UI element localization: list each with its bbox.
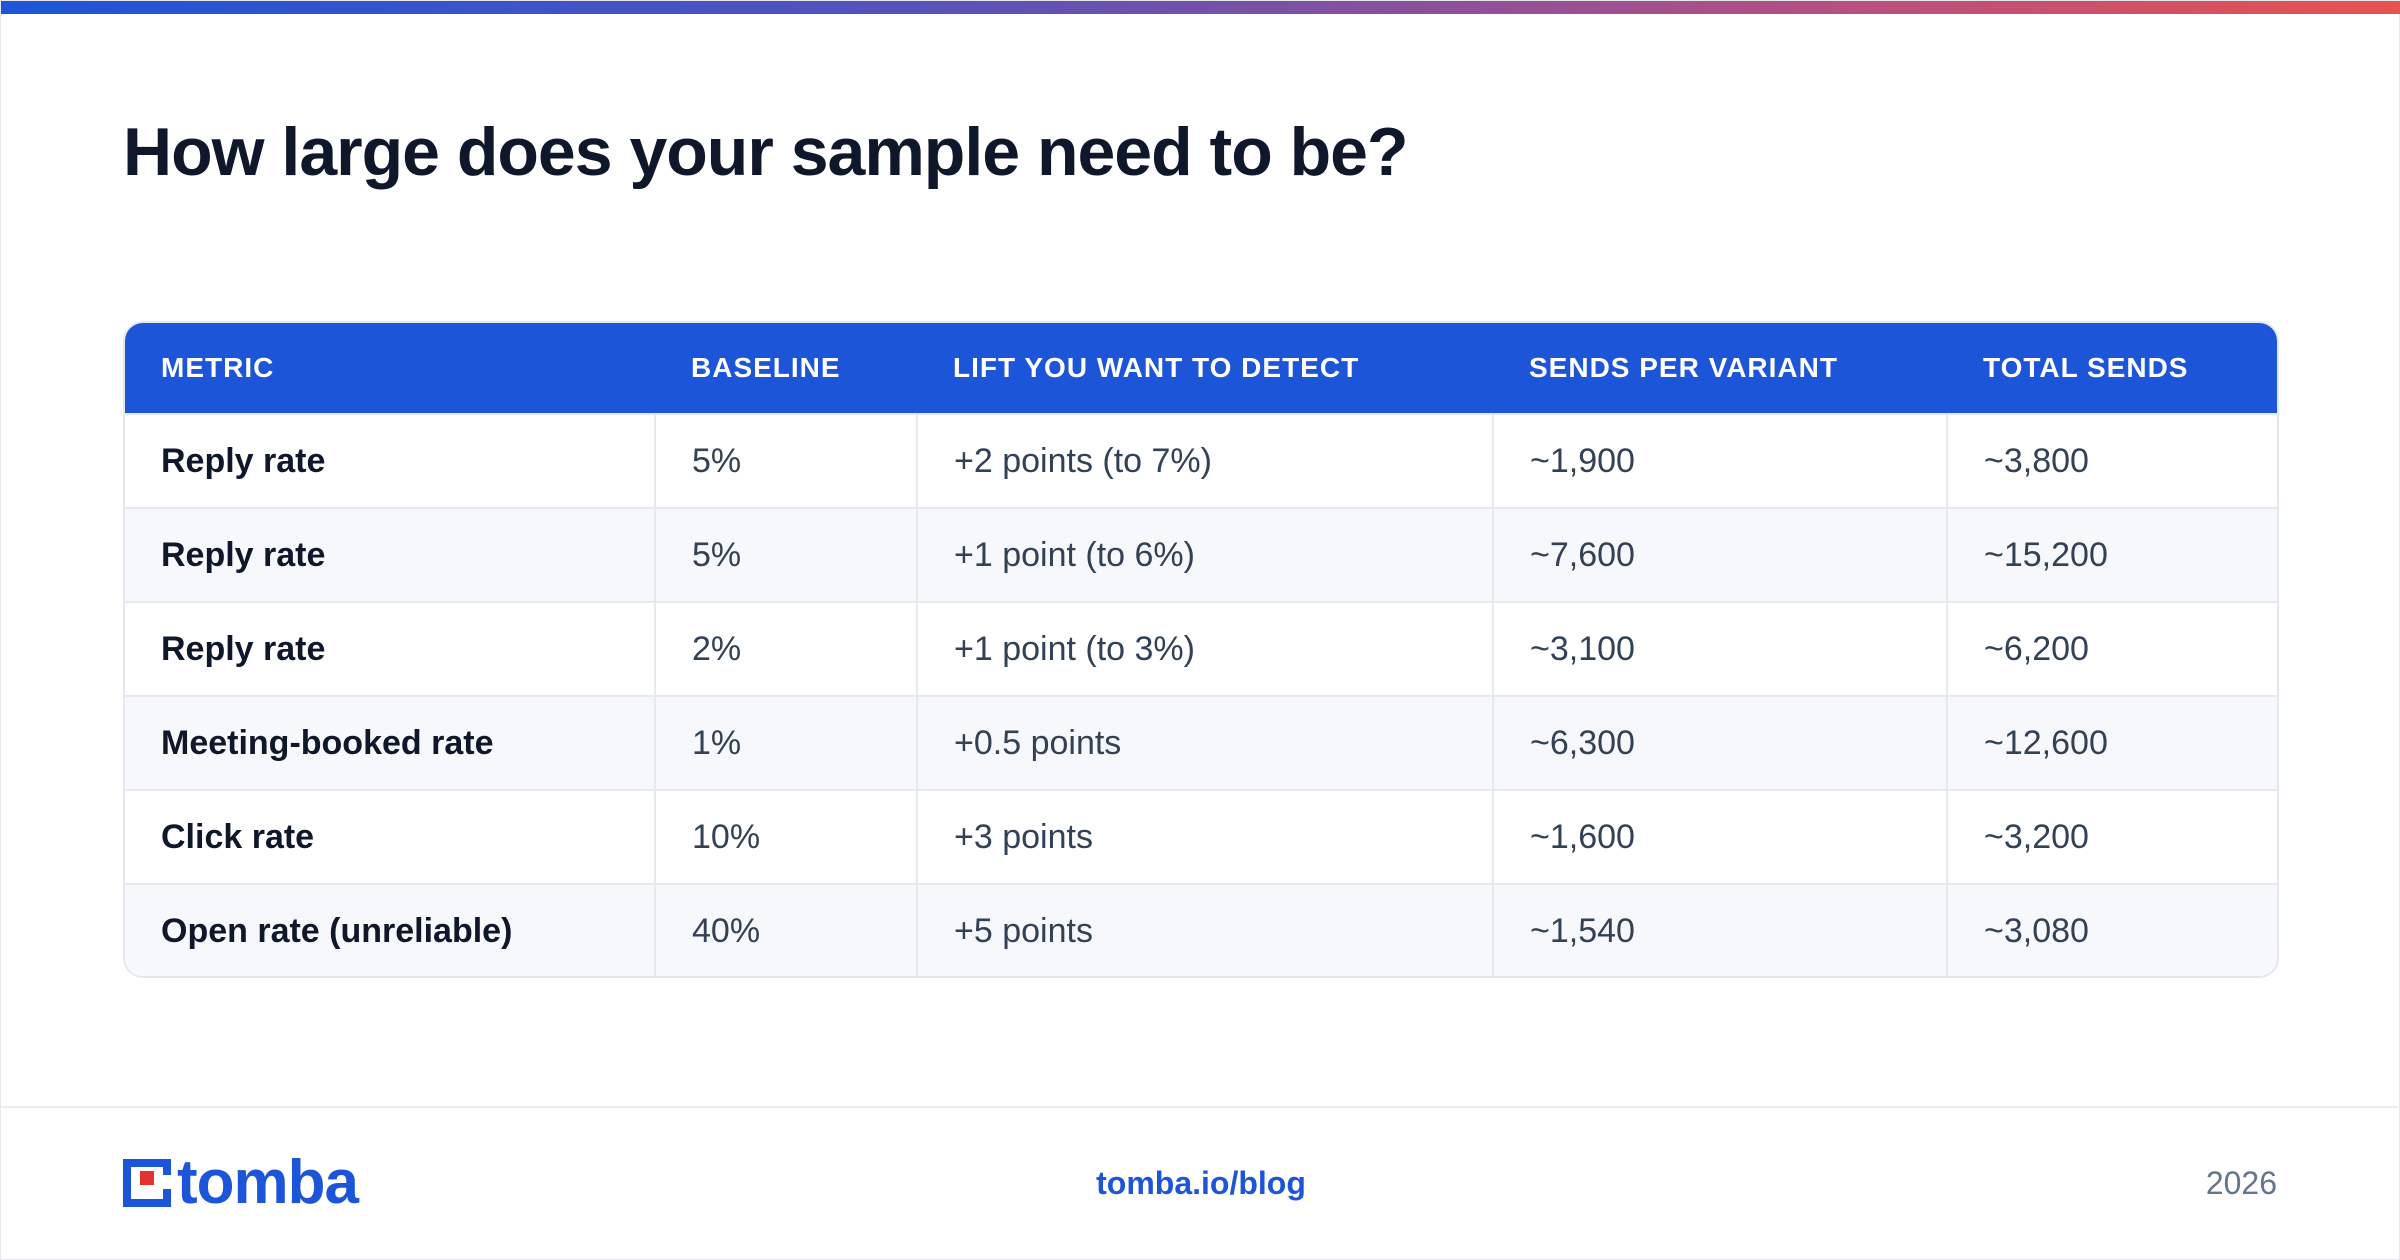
- header-metric: METRIC: [161, 352, 275, 383]
- page-title: How large does your sample need to be?: [123, 114, 1409, 190]
- cell-lift: +2 points (to 7%): [916, 413, 1493, 508]
- header-sends-per-variant: SENDS PER VARIANT: [1529, 352, 1838, 383]
- table-row: Click rate 10% +3 points ~1,600 ~3,200: [125, 789, 2277, 884]
- table-row: Reply rate 5% +1 point (to 6%) ~7,600 ~1…: [125, 507, 2277, 602]
- cell-lift: +1 point (to 3%): [916, 601, 1493, 696]
- top-gradient-bar: [1, 1, 2400, 14]
- sample-size-table-container: METRIC BASELINE LIFT YOU WANT TO DETECT …: [123, 321, 2279, 978]
- cell-sends-per-variant: ~3,100: [1492, 601, 1947, 696]
- tomba-logo-mark-icon: [123, 1159, 173, 1207]
- cell-sends-per-variant: ~1,900: [1492, 413, 1947, 508]
- blog-link[interactable]: tomba.io/blog: [1096, 1165, 1306, 1201]
- cell-lift: +5 points: [916, 883, 1493, 976]
- tomba-logo: tomba: [123, 1148, 359, 1217]
- cell-sends-per-variant: ~1,540: [1492, 883, 1947, 976]
- footer-year: 2026: [2205, 1165, 2277, 1201]
- cell-baseline: 1%: [654, 695, 917, 790]
- cell-metric: Reply rate: [125, 413, 655, 508]
- table-row: Reply rate 5% +2 points (to 7%) ~1,900 ~…: [125, 413, 2277, 508]
- cell-baseline: 40%: [654, 883, 917, 976]
- cell-total-sends: ~12,600: [1946, 695, 2277, 790]
- cell-metric: Open rate (unreliable): [125, 883, 655, 976]
- table-row: Reply rate 2% +1 point (to 3%) ~3,100 ~6…: [125, 601, 2277, 696]
- cell-total-sends: ~3,080: [1946, 883, 2277, 976]
- table-row: Meeting-booked rate 1% +0.5 points ~6,30…: [125, 695, 2277, 790]
- cell-total-sends: ~3,200: [1946, 789, 2277, 884]
- cell-lift: +3 points: [916, 789, 1493, 884]
- cell-metric: Meeting-booked rate: [125, 695, 655, 790]
- footer-divider: [1, 1106, 2400, 1108]
- cell-baseline: 5%: [654, 413, 917, 508]
- cell-metric: Reply rate: [125, 507, 655, 602]
- logo-wordmark: tomba: [177, 1148, 359, 1217]
- header-baseline: BASELINE: [691, 352, 841, 383]
- sample-size-table: METRIC BASELINE LIFT YOU WANT TO DETECT …: [125, 323, 2277, 976]
- table-header: METRIC BASELINE LIFT YOU WANT TO DETECT …: [125, 323, 2277, 414]
- cell-total-sends: ~15,200: [1946, 507, 2277, 602]
- cell-metric: Click rate: [125, 789, 655, 884]
- cell-baseline: 2%: [654, 601, 917, 696]
- table-header-row: METRIC BASELINE LIFT YOU WANT TO DETECT …: [125, 323, 2277, 414]
- cell-sends-per-variant: ~7,600: [1492, 507, 1947, 602]
- cell-lift: +0.5 points: [916, 695, 1493, 790]
- table-body: Reply rate 5% +2 points (to 7%) ~1,900 ~…: [125, 413, 2277, 976]
- cell-lift: +1 point (to 6%): [916, 507, 1493, 602]
- cell-sends-per-variant: ~1,600: [1492, 789, 1947, 884]
- cell-total-sends: ~3,800: [1946, 413, 2277, 508]
- header-total-sends: TOTAL SENDS: [1983, 352, 2189, 383]
- table-row: Open rate (unreliable) 40% +5 points ~1,…: [125, 883, 2277, 976]
- cell-baseline: 5%: [654, 507, 917, 602]
- header-lift: LIFT YOU WANT TO DETECT: [953, 352, 1360, 383]
- cell-sends-per-variant: ~6,300: [1492, 695, 1947, 790]
- cell-baseline: 10%: [654, 789, 917, 884]
- cell-metric: Reply rate: [125, 601, 655, 696]
- cell-total-sends: ~6,200: [1946, 601, 2277, 696]
